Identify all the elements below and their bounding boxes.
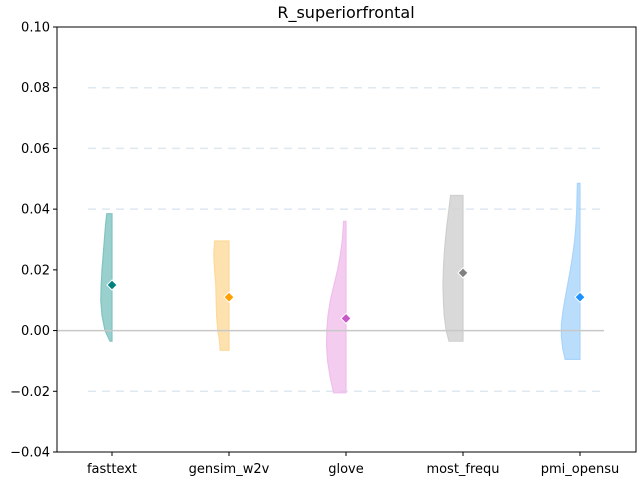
x-tick-label: fasttext bbox=[87, 462, 137, 477]
violin-fasttext bbox=[100, 213, 113, 342]
chart-title: R_superiorfrontal bbox=[277, 3, 414, 23]
y-tick-label: −0.04 bbox=[10, 446, 50, 461]
x-tick-label: gensim_w2v bbox=[189, 462, 270, 477]
y-tick-label: 0.00 bbox=[21, 324, 50, 339]
y-tick-label: 0.02 bbox=[21, 263, 50, 278]
y-tick-label: 0.08 bbox=[21, 81, 50, 96]
y-tick-label: −0.02 bbox=[10, 385, 50, 400]
violin-gensim_w2v bbox=[213, 240, 230, 351]
violin-glove bbox=[325, 220, 347, 394]
y-tick-label: 0.10 bbox=[21, 21, 50, 36]
plot-area: −0.04 −0.02 0.00 0.02 0.04 0.06 0.08 0.10 fastte… bbox=[10, 21, 637, 477]
x-tick-label: glove bbox=[328, 462, 364, 477]
y-tick-label: 0.04 bbox=[21, 203, 50, 218]
x-tick-label: pmi_opensu bbox=[541, 462, 619, 477]
mean-marker-gensim_w2v bbox=[223, 291, 235, 303]
mean-marker-fasttext bbox=[106, 279, 118, 291]
y-tick-label: 0.06 bbox=[21, 142, 50, 157]
mean-marker-pmi_opensu bbox=[574, 291, 586, 303]
violin-most_frequ bbox=[442, 194, 464, 342]
mean-marker-most_frequ bbox=[457, 267, 469, 279]
x-tick-label: most_frequ bbox=[426, 462, 499, 477]
violin-pmi_opensu bbox=[560, 182, 581, 361]
mean-marker-glove bbox=[340, 312, 352, 325]
